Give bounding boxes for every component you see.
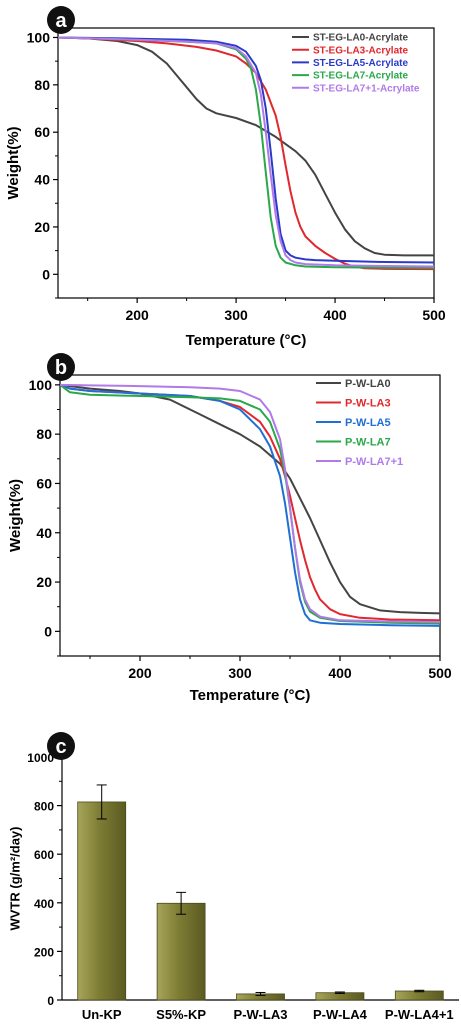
legend-label: P-W-LA7 xyxy=(345,436,391,448)
legend-label: P-W-LA5 xyxy=(345,417,391,429)
x-tick-label: 200 xyxy=(128,665,152,681)
y-axis-title: Weight(%) xyxy=(5,126,22,199)
bar-4 xyxy=(394,990,444,1001)
category-label: Un-KP xyxy=(82,1007,122,1022)
x-tick-label: 400 xyxy=(328,665,352,681)
legend-label: P-W-LA0 xyxy=(345,378,391,390)
y-tick-label: 0 xyxy=(42,266,50,282)
x-axis-title: Temperature (°C) xyxy=(186,332,307,349)
category-label: P-W-LA4+1 xyxy=(385,1007,454,1022)
y-tick-label: 60 xyxy=(36,475,52,491)
chart-panel-a: 0 20 40 60 80 100 200 300 400 500 ST-EG-LA0-Acryla… xyxy=(5,6,446,349)
y-tick-label: 40 xyxy=(36,525,52,541)
legend-label: ST-EG-LA3-Acrylate xyxy=(313,45,408,56)
y-tick-label: 400 xyxy=(34,897,54,911)
y-tick-label: 600 xyxy=(34,848,54,862)
category-label: P-W-LA4 xyxy=(313,1007,368,1022)
series-line-2 xyxy=(58,36,434,264)
panel-label: c xyxy=(55,736,66,758)
chart-panel-c: 0 200 400 600 800 1000 Un-KP S5%-KP P-W-LA3 P-W-L… xyxy=(7,732,459,1022)
legend-label: ST-EG-LA7+1-Acrylate xyxy=(313,83,420,94)
y-axis-title: Weight(%) xyxy=(7,479,24,552)
series-line-1 xyxy=(58,36,434,271)
x-tick-label: 400 xyxy=(323,307,347,323)
x-tick-label: 300 xyxy=(228,665,252,681)
x-tick-label: 500 xyxy=(428,665,452,681)
y-tick-label: 20 xyxy=(34,219,50,235)
x-tick-label: 300 xyxy=(224,307,248,323)
y-tick-label: 100 xyxy=(29,377,53,393)
y-tick-label: 80 xyxy=(34,77,50,93)
series-line-4 xyxy=(58,36,434,268)
y-tick-label: 20 xyxy=(36,574,52,590)
y-tick-label: 1000 xyxy=(27,751,54,765)
legend-label: ST-EG-LA0-Acrylate xyxy=(313,33,408,44)
panel-label-badge xyxy=(47,6,75,34)
series-line-2 xyxy=(60,383,440,627)
panel-label: b xyxy=(55,357,67,379)
y-tick-label: 0 xyxy=(44,623,52,639)
series-line-4 xyxy=(60,383,440,623)
y-tick-label: 40 xyxy=(34,172,50,188)
panel-label: a xyxy=(55,10,67,32)
legend-label: ST-EG-LA7-Acrylate xyxy=(313,71,408,82)
bar-1 xyxy=(156,902,206,1001)
y-axis-title: WVTR (g/m²/day) xyxy=(7,827,22,931)
legend-label: P-W-LA7+1 xyxy=(345,456,403,468)
plot-frame xyxy=(57,27,435,299)
panel-label-badge xyxy=(47,353,75,381)
y-tick-label: 800 xyxy=(34,800,54,814)
category-label: P-W-LA3 xyxy=(234,1007,288,1022)
y-tick-label: 60 xyxy=(34,124,50,140)
legend-label: P-W-LA3 xyxy=(345,397,391,409)
x-tick-label: 200 xyxy=(125,307,149,323)
series-line-3 xyxy=(60,384,440,625)
category-label: S5%-KP xyxy=(156,1007,206,1022)
x-axis-title: Temperature (°C) xyxy=(190,687,311,704)
y-tick-label: 0 xyxy=(47,994,54,1008)
x-tick-label: 500 xyxy=(422,307,446,323)
legend-label: ST-EG-LA5-Acrylate xyxy=(313,58,408,69)
y-tick-label: 80 xyxy=(36,426,52,442)
panel-label-badge xyxy=(47,732,75,760)
y-tick-label: 200 xyxy=(34,945,54,959)
bar-0 xyxy=(77,801,127,1001)
chart-panel-b: 0 20 40 60 80 100 200 300 400 500 P-W-LA0 P-W-LA3 P-… xyxy=(7,353,452,704)
y-tick-label: 100 xyxy=(27,29,51,45)
plot-frame xyxy=(59,374,441,657)
